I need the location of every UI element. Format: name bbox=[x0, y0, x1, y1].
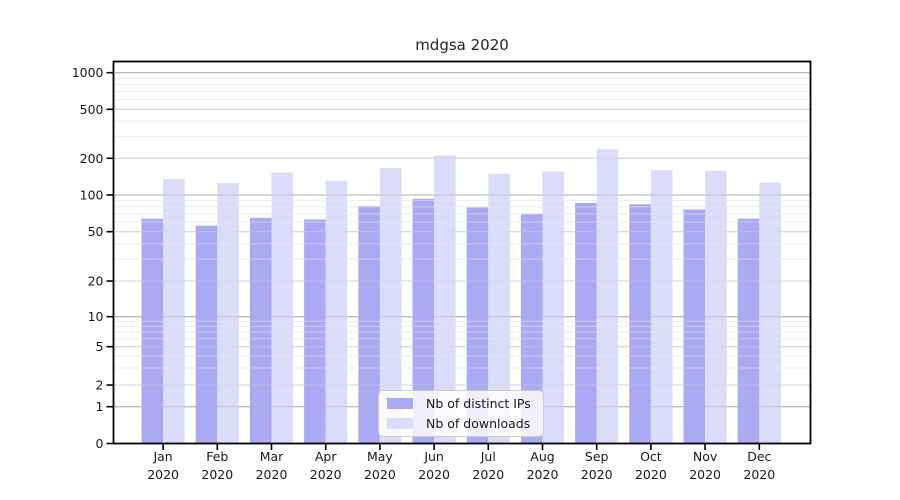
bar-distinct-ips-oct bbox=[629, 204, 651, 444]
x-tick-label-month: Apr bbox=[315, 449, 337, 464]
x-tick-label-year: 2020 bbox=[201, 467, 233, 482]
y-tick-label: 1 bbox=[96, 399, 104, 414]
x-tick-label-month: Sep bbox=[585, 449, 609, 464]
x-tick-label-month: Feb bbox=[206, 449, 228, 464]
x-tick-label-month: Aug bbox=[530, 449, 554, 464]
x-tick-label-year: 2020 bbox=[581, 467, 613, 482]
x-tick-label-month: Dec bbox=[747, 449, 771, 464]
y-tick-label: 200 bbox=[80, 151, 104, 166]
legend-label-downloads: Nb of downloads bbox=[426, 416, 531, 431]
bar-distinct-ips-jan bbox=[141, 218, 164, 444]
y-axis: 0 1 2 5 10 20 50 100 200 500 1000 bbox=[72, 65, 114, 451]
bar-downloads-jul bbox=[488, 173, 510, 444]
bar-distinct-ips-dec bbox=[737, 218, 760, 444]
bar-downloads-aug bbox=[542, 171, 565, 444]
x-tick-label-year: 2020 bbox=[689, 467, 721, 482]
bar-distinct-ips-jul bbox=[466, 207, 489, 444]
x-tick-label-year: 2020 bbox=[418, 467, 450, 482]
bar-downloads-may bbox=[379, 167, 402, 444]
bar-downloads-jan bbox=[163, 179, 185, 444]
x-tick-label-year: 2020 bbox=[472, 467, 504, 482]
bar-distinct-ips-aug bbox=[520, 213, 543, 444]
bar-downloads-sep bbox=[596, 149, 619, 444]
x-tick-label-year: 2020 bbox=[147, 467, 179, 482]
bar-downloads-oct bbox=[650, 170, 673, 444]
bar-distinct-ips-mar bbox=[249, 217, 272, 444]
x-tick-label-month: Oct bbox=[640, 449, 662, 464]
y-tick-label: 5 bbox=[96, 339, 104, 354]
y-tick-label: 10 bbox=[88, 309, 104, 324]
legend-row-downloads: Nb of downloads bbox=[387, 415, 543, 432]
x-tick-label-month: May bbox=[367, 449, 393, 464]
y-tick-label: 100 bbox=[80, 188, 104, 203]
y-tick-label: 2 bbox=[96, 378, 104, 393]
x-tick-label-month: Mar bbox=[260, 449, 284, 464]
x-tick-label-year: 2020 bbox=[743, 467, 775, 482]
x-axis: Jan 2020 Feb 2020 Mar 2020 Apr 2020 May 2020 Jun 20… bbox=[147, 443, 775, 482]
y-tick-label: 0 bbox=[96, 436, 104, 451]
legend-row-distinct-ips: Nb of distinct IPs bbox=[387, 395, 543, 412]
x-tick-label-year: 2020 bbox=[364, 467, 396, 482]
legend-swatch-downloads bbox=[387, 418, 413, 429]
y-tick-label: 500 bbox=[80, 102, 104, 117]
bar-downloads-nov bbox=[705, 170, 727, 444]
bar-downloads-feb bbox=[217, 183, 239, 444]
legend-swatch-distinct-ips bbox=[387, 398, 413, 409]
x-tick-label-month: Nov bbox=[693, 449, 718, 464]
x-tick-label-year: 2020 bbox=[256, 467, 288, 482]
bar-distinct-ips-may bbox=[358, 206, 380, 444]
x-tick-label-month: Jun bbox=[423, 449, 444, 464]
bar-distinct-ips-feb bbox=[195, 225, 218, 444]
x-tick-label-month: Jan bbox=[152, 449, 172, 464]
y-tick-label: 50 bbox=[88, 224, 104, 239]
legend-label-distinct-ips: Nb of distinct IPs bbox=[426, 396, 531, 411]
y-tick-label: 20 bbox=[88, 274, 104, 289]
plot-area bbox=[112, 60, 812, 445]
x-tick-label-year: 2020 bbox=[310, 467, 342, 482]
x-tick-label-month: Jul bbox=[480, 449, 496, 464]
bar-downloads-apr bbox=[325, 180, 348, 444]
bar-downloads-jun bbox=[434, 155, 456, 444]
bar-distinct-ips-apr bbox=[304, 219, 326, 444]
x-tick-label-year: 2020 bbox=[635, 467, 667, 482]
bar-downloads-dec bbox=[759, 182, 781, 444]
bar-downloads-mar bbox=[271, 172, 294, 444]
page-title: mdgsa 2020 bbox=[415, 36, 509, 54]
bar-distinct-ips-sep bbox=[575, 202, 597, 444]
gridlines bbox=[113, 72, 811, 408]
x-tick-label-year: 2020 bbox=[527, 467, 559, 482]
legend: Nb of distinct IPs Nb of downloads bbox=[378, 390, 544, 437]
y-tick-label: 1000 bbox=[72, 65, 104, 80]
